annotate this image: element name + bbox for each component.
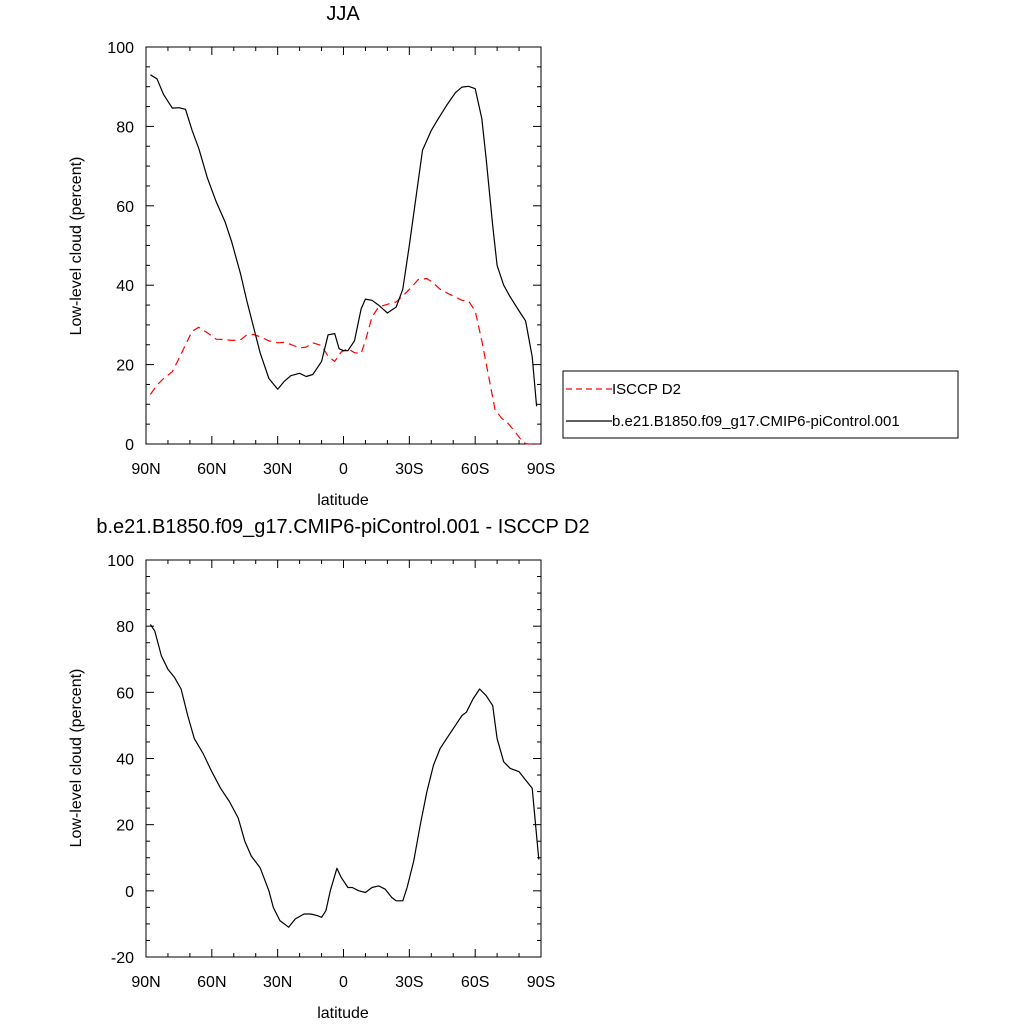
legend: ISCCP D2 b.e21.B1850.f09_g17.CMIP6-piCon… [562, 370, 959, 439]
top-panel: JJA 90N 60N 30N 0 30S 60S 90S 0 20 40 60 80 100 lati… [68, 3, 959, 509]
legend-label-model: b.e21.B1850.f09_g17.CMIP6-piControl.001 [612, 413, 900, 430]
top-y-tick-label: 100 [107, 40, 134, 57]
bottom-x-tick-label: 30N [263, 974, 292, 991]
top-x-tick-label: 60N [197, 461, 226, 478]
top-x-axis-label: latitude [317, 492, 369, 509]
bottom-lines [149, 624, 540, 928]
top-lines [149, 74, 539, 445]
top-x-tick-label: 90S [527, 461, 555, 478]
top-y-tick-label: 0 [125, 437, 134, 454]
top-x-tick-label: 90N [131, 461, 160, 478]
top-y-axis-label: Low-level cloud (percent) [68, 157, 85, 336]
bottom-x-tick-label: 60S [461, 974, 489, 991]
bottom-chart-title: b.e21.B1850.f09_g17.CMIP6-piControl.001 … [96, 516, 589, 538]
bottom-y-axis-label: Low-level cloud (percent) [68, 669, 85, 848]
top-ticks: 90N 60N 30N 0 30S 60S 90S 0 20 40 60 80 100 [107, 40, 555, 478]
top-y-tick-label: 60 [116, 199, 134, 216]
bottom-x-tick-label: 90S [527, 974, 555, 991]
bottom-x-tick-label: 90N [131, 974, 160, 991]
bottom-series-line-0 [149, 624, 540, 928]
top-x-tick-label: 30S [395, 461, 423, 478]
top-y-tick-label: 40 [116, 278, 134, 295]
bottom-panel: b.e21.B1850.f09_g17.CMIP6-piControl.001 … [68, 516, 590, 1022]
top-x-tick-label: 60S [461, 461, 489, 478]
top-series-line-1 [150, 74, 538, 407]
bottom-y-tick-label: 40 [116, 752, 134, 769]
top-series-line-0 [149, 277, 539, 445]
bottom-x-axis-label: latitude [317, 1005, 369, 1022]
bottom-y-tick-label: 60 [116, 685, 134, 702]
bottom-x-tick-label: 0 [339, 974, 348, 991]
legend-box [562, 370, 959, 439]
bottom-y-tick-label: 100 [107, 553, 134, 570]
bottom-y-tick-label: -20 [111, 950, 134, 967]
bottom-x-tick-label: 30S [395, 974, 423, 991]
top-plot-frame [145, 46, 542, 445]
top-x-tick-label: 0 [339, 461, 348, 478]
top-x-tick-label: 30N [263, 461, 292, 478]
top-chart-title: JJA [326, 3, 360, 25]
legend-label-isccp: ISCCP D2 [612, 381, 681, 398]
top-y-tick-label: 80 [116, 119, 134, 136]
bottom-y-tick-label: 0 [125, 884, 134, 901]
bottom-y-tick-label: 20 [116, 818, 134, 835]
top-y-tick-label: 20 [116, 358, 134, 375]
bottom-ticks: 90N 60N 30N 0 30S 60S 90S -20 0 20 40 60 80 100 [107, 553, 555, 991]
bottom-x-tick-label: 60N [197, 974, 226, 991]
bottom-y-tick-label: 80 [116, 619, 134, 636]
